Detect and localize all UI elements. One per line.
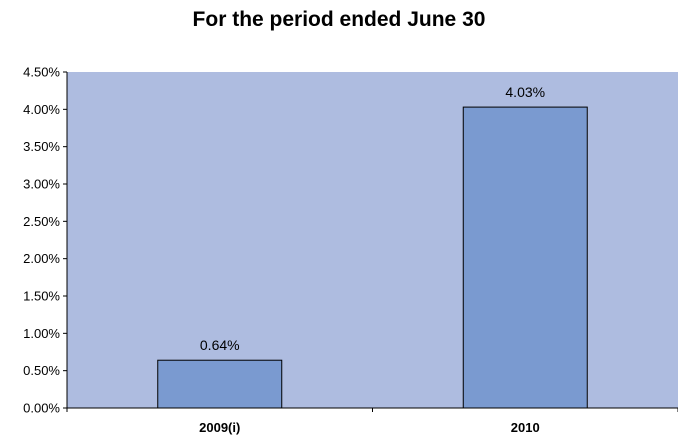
bars: 0.64% 4.03% — [157, 84, 588, 409]
bar-2010 — [462, 106, 588, 409]
x-axis: 2009(i) 2010 — [66, 407, 678, 435]
y-tick-label: 4.50% — [23, 65, 60, 80]
y-tick-label: 2.50% — [23, 214, 60, 229]
y-tick-label: 4.00% — [23, 102, 60, 117]
x-category-label: 2009(i) — [199, 420, 240, 435]
chart-title: For the period ended June 30 — [192, 8, 486, 31]
y-tick-label: 3.50% — [23, 139, 60, 154]
bar-2009(i) — [157, 359, 283, 409]
y-tick-label: 1.00% — [23, 326, 60, 341]
x-category-label: 2010 — [511, 420, 540, 435]
y-tick-label: 2.00% — [23, 251, 60, 266]
y-tick-label: 0.00% — [23, 401, 60, 416]
y-tick-label: 3.00% — [23, 177, 60, 192]
y-tick-label: 1.50% — [23, 289, 60, 304]
data-label: 0.64% — [200, 337, 240, 353]
data-label: 4.03% — [505, 84, 545, 100]
y-tick-label: 0.50% — [23, 363, 60, 378]
y-axis: 0.00% 0.50% 1.00% 1.50% 2.00% 2.50% 3.00% 3.50%… — [23, 65, 68, 416]
